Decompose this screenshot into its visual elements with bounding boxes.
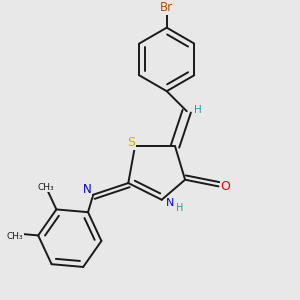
Text: CH₃: CH₃ <box>7 232 23 241</box>
Text: H: H <box>176 203 183 213</box>
Text: N: N <box>166 198 174 208</box>
Text: H: H <box>194 104 201 115</box>
Text: S: S <box>127 136 135 149</box>
Text: CH₃: CH₃ <box>37 183 54 192</box>
Text: O: O <box>220 180 230 193</box>
Text: Br: Br <box>160 1 173 14</box>
Text: N: N <box>83 183 92 196</box>
